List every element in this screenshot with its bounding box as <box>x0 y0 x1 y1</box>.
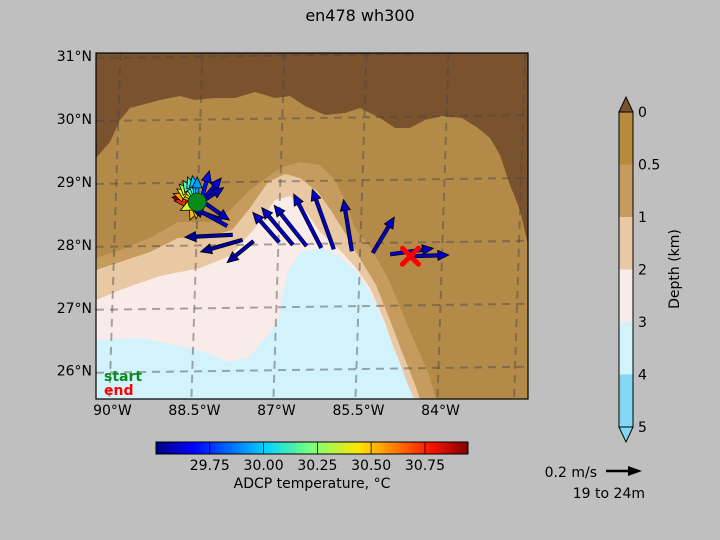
temperature-tick-label: 29.75 <box>190 458 230 474</box>
current-arrow <box>226 239 255 264</box>
graticule-lat-line <box>96 114 528 123</box>
latitude-label: 27°N <box>57 301 92 317</box>
legend-end-label: end <box>104 383 133 399</box>
temperature-tick-label: 30.25 <box>297 458 337 474</box>
depth-tick-label: 2 <box>638 263 647 279</box>
depth-colorbar-segment <box>619 322 633 375</box>
graticule-lat-line <box>96 176 528 185</box>
depth-colorbar-segment <box>619 269 633 322</box>
graticule-lon-line <box>190 53 204 399</box>
longitude-label: 87°W <box>257 403 296 419</box>
start-marker <box>187 192 207 212</box>
depth-colorbar-segment <box>619 112 633 165</box>
depth-colorbar-frame <box>618 111 634 428</box>
graticule-lon-line <box>436 53 450 399</box>
latitude-labels: 31°N 30°N 29°N 28°N 27°N 26°N <box>57 49 92 380</box>
depth-colorbar-bottom-arrow <box>618 426 634 444</box>
graticule-lat-line <box>96 239 528 248</box>
longitude-label: 90°W <box>93 403 132 419</box>
map-frame <box>95 52 529 400</box>
longitude-label: 88.5°W <box>168 403 220 419</box>
depth-tick-label: 5 <box>638 420 647 436</box>
plot-title: en478 wh300 <box>305 6 414 25</box>
quiver-key-speed-label: 0.2 m/s <box>545 465 597 481</box>
latitude-label: 26°N <box>57 364 92 380</box>
quiver-key: 0.2 m/s 19 to 24m <box>545 465 645 502</box>
current-arrow <box>183 231 233 243</box>
current-arrow <box>252 211 281 244</box>
current-arrow <box>273 204 309 248</box>
temperature-tick-label: 30.50 <box>351 458 391 474</box>
graticule-lon-line <box>513 53 527 399</box>
current-arrow <box>370 216 395 255</box>
end-marker <box>399 245 421 267</box>
quiver-key-arrow <box>606 466 642 476</box>
current-arrow <box>199 237 244 255</box>
depth-tick-label: 4 <box>638 368 647 384</box>
temperature-colorbar-ticks: 29.75 30.00 30.25 30.50 30.75 <box>190 442 445 474</box>
current-arrow <box>293 193 324 249</box>
depth-tick-label: 0.5 <box>638 158 660 174</box>
graticule-lat-line <box>96 53 528 60</box>
latitude-label: 31°N <box>57 49 92 65</box>
depth-tick-label: 3 <box>638 315 647 331</box>
temperature-colorbar-bar <box>155 441 469 455</box>
current-arrow <box>410 249 450 261</box>
depth-tick-label: 0 <box>638 105 647 121</box>
temperature-colorbar: 29.75 30.00 30.25 30.50 30.75 ADCP temperatu… <box>155 441 469 492</box>
map-depth-3-4km <box>96 248 414 399</box>
longitude-labels: 90°W 88.5°W 87°W 85.5°W 84°W <box>93 403 460 419</box>
map-panel: 31°N 30°N 29°N 28°N 27°N 26°N 90°W 88.5°W 87°W 8… <box>57 49 529 419</box>
latitude-label: 30°N <box>57 112 92 128</box>
map-graticule <box>96 53 528 399</box>
depth-colorbar: 0 0.5 1 2 3 4 5 Depth (km) <box>618 95 683 444</box>
current-arrow <box>339 198 354 252</box>
graticule-lat-line <box>96 302 528 311</box>
longitude-label: 85.5°W <box>332 403 384 419</box>
depth-tick-label: 1 <box>638 210 647 226</box>
graticule-lat-line <box>96 365 528 374</box>
temperature-colorbar-label: ADCP temperature, °C <box>234 476 391 492</box>
temperature-tick-label: 30.75 <box>405 458 445 474</box>
quiver-key-depth-label: 19 to 24m <box>573 486 645 502</box>
graticule-lon-line <box>108 53 122 399</box>
depth-colorbar-ticks: 0 0.5 1 2 3 4 5 <box>638 105 660 436</box>
depth-colorbar-segment <box>619 374 633 427</box>
depth-colorbar-label: Depth (km) <box>667 229 683 309</box>
depth-colorbar-segment <box>619 217 633 270</box>
legend-start-label: start <box>104 369 142 385</box>
depth-colorbar-segments <box>619 112 633 427</box>
depth-colorbar-top-arrow <box>618 95 634 113</box>
current-arrow <box>310 188 336 250</box>
latitude-label: 29°N <box>57 175 92 191</box>
graticule-lon-line <box>354 53 368 399</box>
longitude-label: 84°W <box>421 403 460 419</box>
latitude-label: 28°N <box>57 238 92 254</box>
temperature-tick-label: 30.00 <box>244 458 284 474</box>
depth-colorbar-segment <box>619 164 633 217</box>
current-arrow <box>261 206 295 247</box>
